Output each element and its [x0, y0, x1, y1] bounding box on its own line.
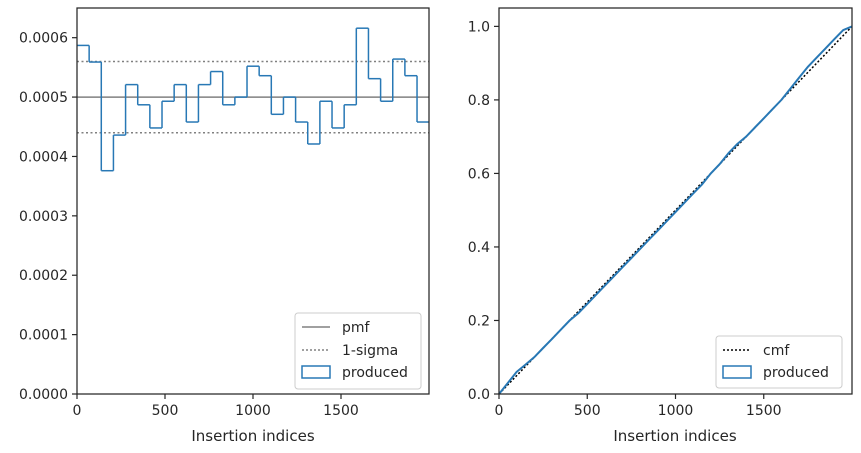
legend-cmf-label: cmf: [763, 343, 790, 359]
legend-produced-label: produced: [763, 365, 829, 381]
legend-produced-label: produced: [342, 365, 408, 381]
y-tick-label: 0.0: [468, 387, 490, 403]
y-tick-label: 1.0: [468, 19, 490, 35]
x-tick-label: 0: [495, 403, 504, 419]
legend-produced-swatch: [722, 365, 752, 379]
cmf-legend: cmf produced: [715, 335, 843, 389]
x-tick-label: 1500: [323, 403, 359, 419]
legend-pmf-label: pmf: [342, 320, 371, 336]
x-axis-label: Insertion indices: [191, 427, 314, 445]
y-tick-label: 0.0002: [19, 268, 68, 284]
x-tick-label: 500: [152, 403, 179, 419]
x-tick-label: 0: [73, 403, 82, 419]
y-tick-label: 0.0001: [19, 328, 68, 344]
produced-line: [498, 25, 853, 395]
pmf-legend: pmf 1-sigma produced: [294, 312, 422, 390]
axis-ticks: 0 500 1000 1500 0.0 0.2 0.4 0.6 0.8 1.0: [468, 19, 782, 419]
y-tick-label: 0.0004: [19, 149, 68, 165]
histogram-series-layer: [77, 27, 429, 172]
y-tick-label: 0.0000: [19, 387, 68, 403]
x-tick-label: 1000: [235, 403, 271, 419]
legend-produced-swatch: [301, 365, 331, 379]
y-tick-label: 0.4: [468, 240, 490, 256]
y-tick-label: 0.2: [468, 313, 490, 329]
y-tick-label: 0.0006: [19, 31, 68, 47]
cmf-line-panel: cmf produced 0 500 1000 1500 0.0 0.2 0.4 0.6 0.8…: [468, 7, 853, 445]
x-tick-label: 1000: [658, 403, 694, 419]
x-tick-label: 500: [574, 403, 601, 419]
axis-ticks: 0 500 1000 1500 0.0000 0.0001 0.0002 0.0003 0.00…: [19, 31, 359, 419]
y-tick-label: 0.6: [468, 166, 490, 182]
x-tick-label: 1500: [746, 403, 782, 419]
y-tick-label: 0.8: [468, 93, 490, 109]
y-tick-label: 0.0005: [19, 90, 68, 106]
x-axis-label: Insertion indices: [613, 427, 736, 445]
legend-frame: [294, 312, 422, 390]
y-tick-label: 0.0003: [19, 209, 68, 225]
legend-sigma-label: 1-sigma: [342, 343, 398, 359]
cmf-series-layer: [498, 25, 853, 395]
pmf-histogram-panel: pmf 1-sigma produced 0 500 1000 15000.00000…: [19, 7, 430, 445]
legend-frame: [715, 335, 843, 389]
